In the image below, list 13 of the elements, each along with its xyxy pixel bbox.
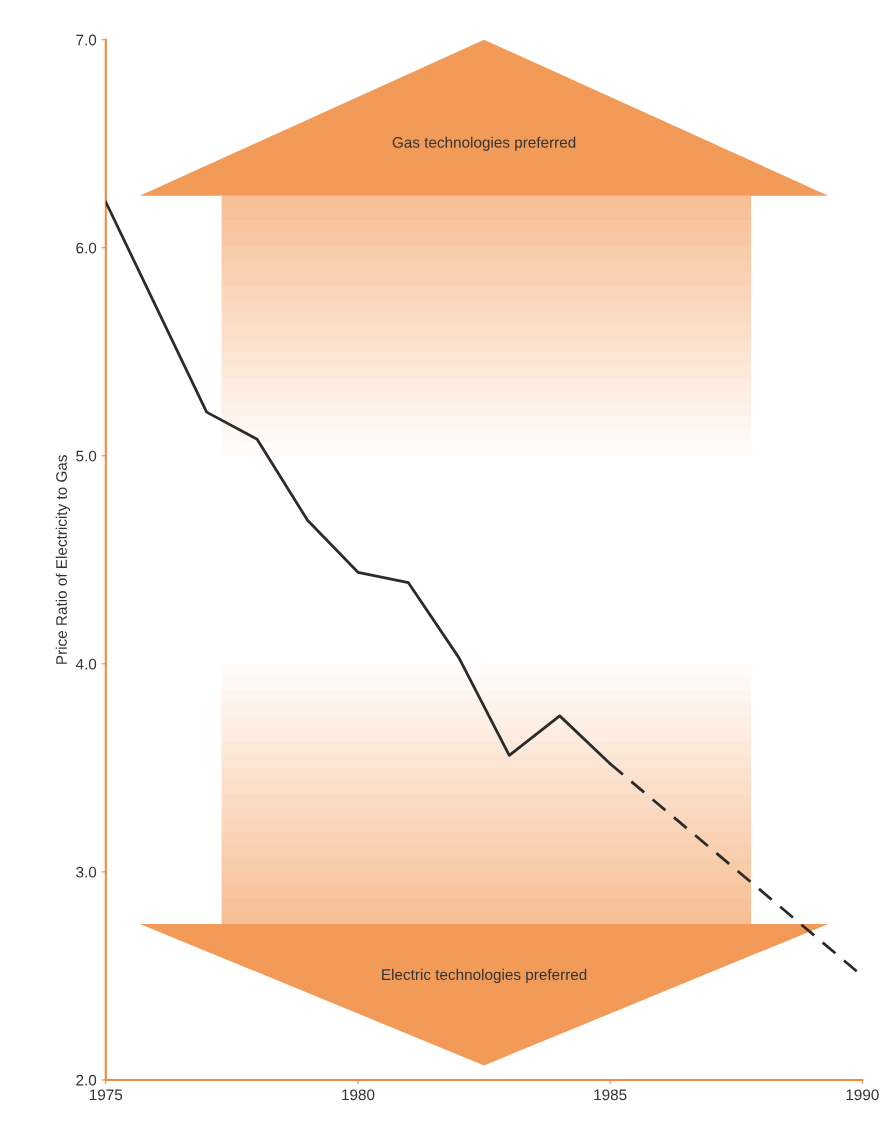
x-tick-label: 1980 [342,1089,375,1101]
y-tick-label: 2.0 [76,1074,97,1086]
annotation: Electric technologies preferred [382,968,587,984]
y-axis-title: Price Ratio of Electricity to Gas [55,455,70,664]
annotation: Gas technologies preferred [392,136,576,151]
y-tick-label: 6.0 [76,242,97,254]
y-tick-label: 5.0 [76,450,97,462]
y-tick-label: 7.0 [76,34,97,46]
x-tick-label: 1975 [89,1089,123,1101]
x-tick-label: 1985 [594,1089,627,1101]
x-tick-label: 1990 [846,1089,879,1101]
y-tick-label: 4.0 [75,658,97,670]
y-tick-label: 3.0 [76,866,97,878]
